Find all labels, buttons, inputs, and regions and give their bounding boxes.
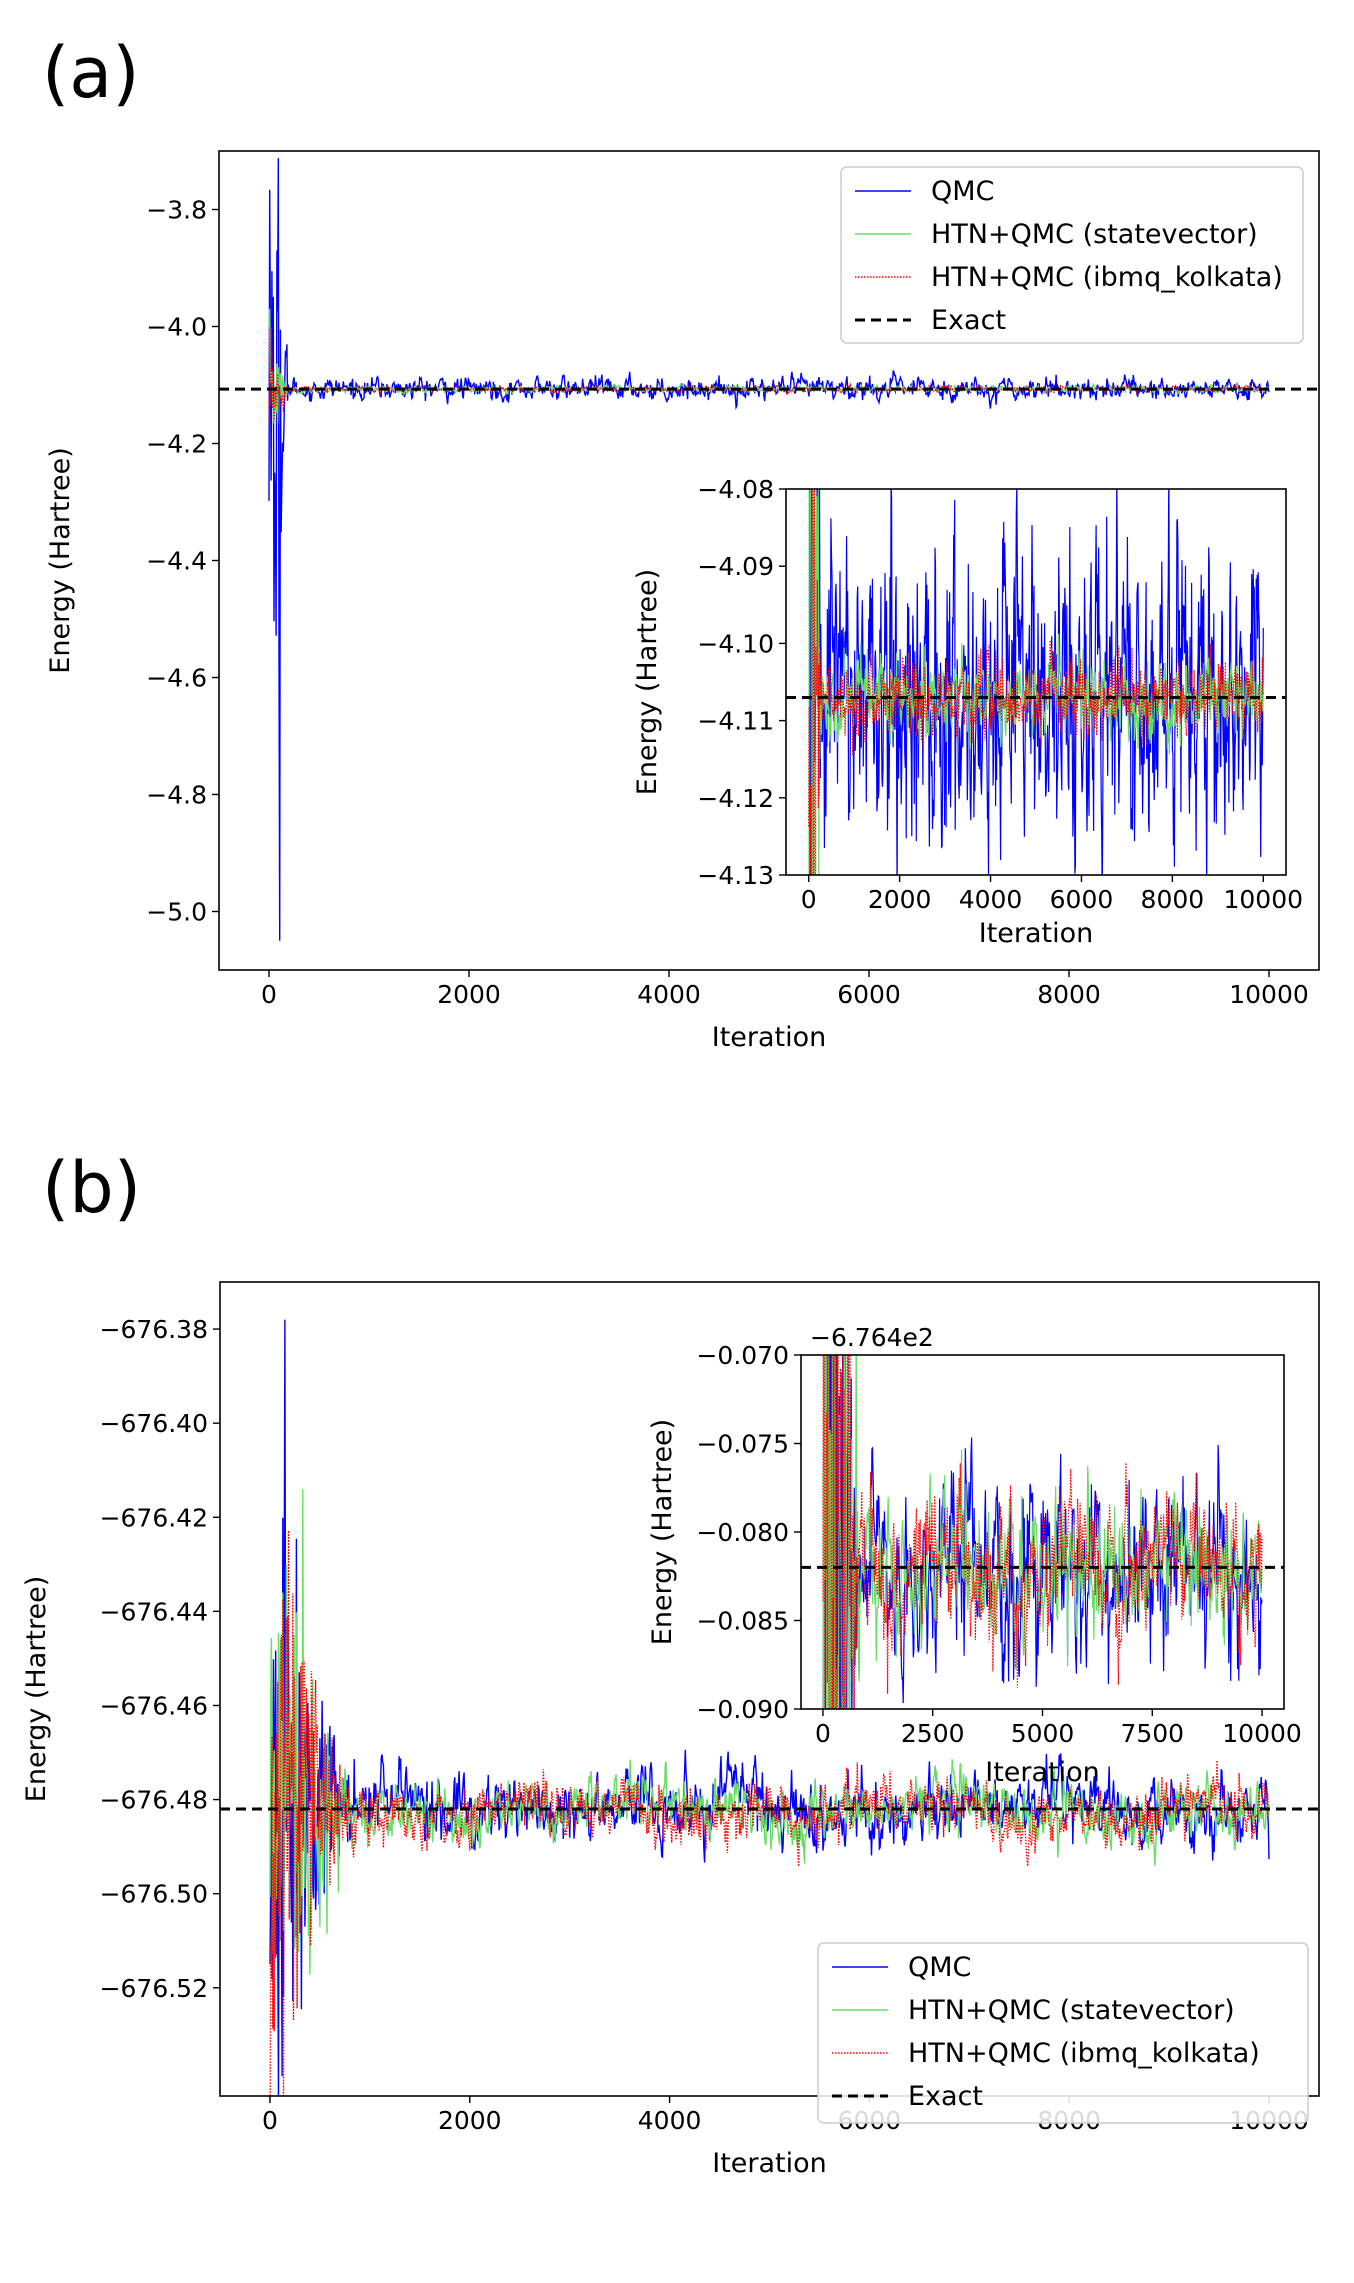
b-inset-ytick-label: −0.080 [696,1518,789,1547]
a-main-xtick-label: 2000 [437,980,501,1009]
b-legend-label: QMC [908,1952,971,1983]
b-main-series-htn-ibmq-kolkata [269,1530,1270,2096]
b-inset-series-htn-ibmq-kolkata [822,1355,1263,1709]
a-legend-label: HTN+QMC (statevector) [931,219,1258,250]
b-main-ytick-label: −676.50 [100,1880,208,1909]
a-main-ytick-label: −5.0 [146,898,207,927]
b-main-xtick-label: 4000 [638,2106,702,2135]
b-inset-ylabel: Energy (Hartree) [647,1419,678,1645]
a-inset-ytick-label: −4.08 [697,475,774,504]
b-inset-xtick-label: 2500 [901,1719,965,1748]
b-legend-label: HTN+QMC (statevector) [908,1995,1235,2026]
b-main-ytick-label: −676.48 [100,1786,208,1815]
a-inset-xtick-label: 8000 [1141,885,1205,914]
b-main-series-group [220,1319,1319,2096]
b-main-ytick-label: −676.38 [100,1315,208,1344]
a-inset-xtick-label: 10000 [1224,885,1304,914]
b-legend-label: Exact [908,2081,983,2112]
a-inset-ytick-label: −4.10 [697,629,774,658]
panel-b-label: (b) [42,1147,141,1229]
a-legend-label: Exact [931,305,1006,336]
panel-a-legend: QMC HTN+QMC (statevector) HTN+QMC (ibmq_ko… [840,166,1304,344]
b-inset-series-group [801,1355,1284,1709]
panel-a-inset-plot: 0 2000 4000 6000 8000 10000 −4.08 −4.09 −4.10 −4.… [632,475,1304,949]
a-main-xtick-label: 6000 [837,980,901,1009]
a-main-ytick-label: −4.0 [146,313,207,342]
a-main-xtick-label: 4000 [637,980,701,1009]
b-inset-ytick-label: −0.070 [696,1341,789,1370]
a-inset-ylabel: Energy (Hartree) [632,569,663,795]
a-legend-label: QMC [931,176,994,207]
b-main-ylabel: Energy (Hartree) [21,1576,52,1802]
a-inset-ytick-label: −4.12 [697,784,774,813]
a-inset-xtick-label: 4000 [959,885,1023,914]
a-inset-frame [785,488,1287,876]
b-main-ytick-label: −676.42 [100,1503,208,1532]
a-legend-label: HTN+QMC (ibmq_kolkata) [931,262,1283,293]
b-main-ytick-label: −676.40 [100,1409,208,1438]
a-inset-ytick-label: −4.13 [697,861,774,890]
a-main-ytick-label: −4.8 [146,781,207,810]
panel-a: (a) 0 2000 4000 6000 8000 10000 −3.8 −4.0 −4.2 −4… [42,32,1320,1053]
a-main-series-group [219,158,1319,941]
b-main-xlabel: Iteration [712,2148,827,2179]
a-main-ytick-label: −3.8 [146,196,207,225]
a-main-ytick-label: −4.6 [146,664,207,693]
b-legend-box [817,1942,1309,2124]
a-inset-xtick-label: 2000 [868,885,932,914]
a-main-ytick-label: −4.2 [146,430,207,459]
panel-b-legend: QMC HTN+QMC (statevector) HTN+QMC (ibmq_ko… [817,1942,1309,2124]
panel-a-label: (a) [42,32,140,114]
b-main-xtick-label: 0 [262,2106,278,2135]
a-main-xlabel: Iteration [712,1022,827,1053]
b-inset-xlabel: Iteration [985,1757,1100,1788]
b-inset-ytick-label: −0.090 [696,1695,789,1724]
a-main-xtick-label: 10000 [1229,980,1309,1009]
a-inset-series-group [786,489,1286,875]
b-main-ytick-label: −676.46 [100,1691,208,1720]
b-main-series-qmc [269,1319,1270,2096]
panel-b: (b) 0200040006000800010000−676.38−676.40… [21,1147,1320,2179]
a-inset-ytick-label: −4.09 [697,552,774,581]
panel-b-inset-plot: 0 2500 5000 7500 10000 −0.070 −0.075 −0.080 −0.0… [647,1323,1302,1788]
a-main-ylabel: Energy (Hartree) [45,447,76,673]
b-legend-label: HTN+QMC (ibmq_kolkata) [908,2038,1260,2069]
a-legend-box [840,166,1304,344]
b-inset-offset-label: −6.764e2 [810,1323,934,1352]
b-inset-xtick-label: 7500 [1120,1719,1184,1748]
b-inset-ytick-label: −0.085 [696,1607,789,1636]
a-inset-series-htn-ibmq-kolkata [808,489,1264,875]
a-main-ytick-label: −4.4 [146,547,207,576]
a-inset-xtick-label: 0 [801,885,817,914]
b-inset-series-htn-statevector [822,1355,1263,1709]
a-inset-xtick-label: 6000 [1050,885,1114,914]
b-inset-xtick-label: 5000 [1011,1719,1075,1748]
b-inset-ytick-label: −0.075 [696,1430,789,1459]
b-inset-xtick-label: 10000 [1222,1719,1302,1748]
a-inset-xlabel: Iteration [979,918,1094,949]
b-main-xtick-label: 2000 [438,2106,502,2135]
b-main-ytick-label: −676.44 [100,1597,208,1626]
a-inset-ytick-label: −4.11 [697,707,774,736]
a-main-xtick-label: 8000 [1037,980,1101,1009]
a-main-xtick-label: 0 [261,980,277,1009]
b-main-frame [219,1281,1320,2097]
b-main-ytick-label: −676.52 [100,1974,208,2003]
b-inset-xtick-label: 0 [815,1719,831,1748]
